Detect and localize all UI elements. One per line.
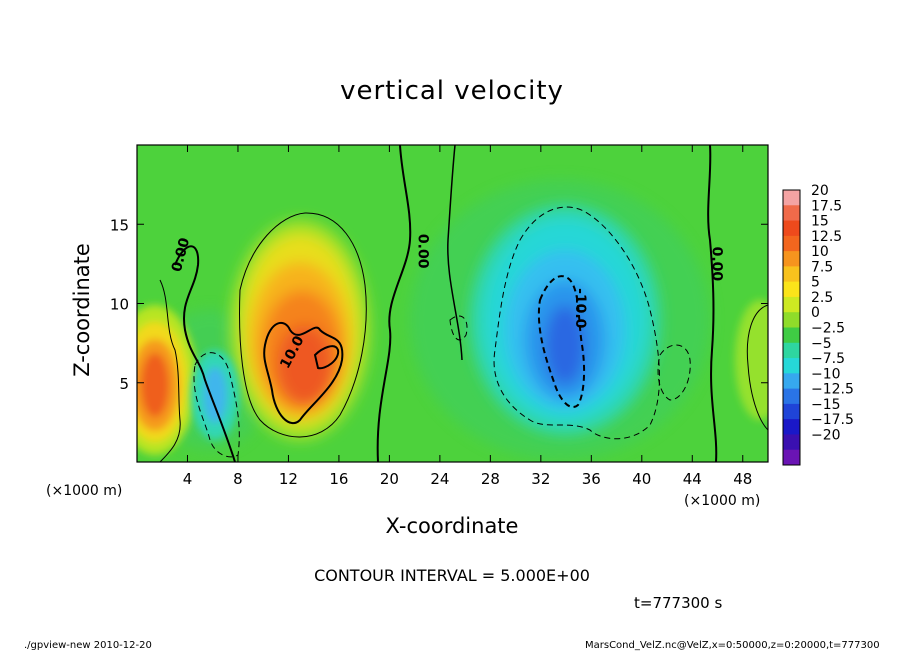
colorbar-swatch — [783, 358, 800, 374]
colorbar-level-label: −17.5 — [811, 412, 854, 428]
x-tick-label: 8 — [233, 470, 243, 488]
colorbar: 2017.51512.5107.552.50−2.5−5−7.5−10−12.5… — [782, 183, 854, 466]
colorbar-swatch — [783, 327, 800, 344]
colorbar-swatch — [783, 419, 800, 435]
time-label: t=777300 s — [634, 594, 723, 612]
x-tick-label: 44 — [683, 470, 702, 488]
colorbar-level-label: 10 — [811, 244, 829, 260]
contour-label: 0.00 — [169, 236, 193, 274]
x-tick-label: 36 — [582, 470, 601, 488]
colorbar-swatch — [783, 220, 800, 237]
colorbar-level-label: −10 — [811, 366, 841, 382]
colorbar-level-label: 12.5 — [811, 229, 842, 245]
colorbar-swatch — [783, 403, 800, 420]
colorbar-swatch — [783, 449, 800, 466]
x-tick-label: 20 — [380, 470, 399, 488]
colorbar-swatch — [783, 235, 800, 252]
colorbar-swatch — [783, 296, 800, 313]
plot-frame — [136, 144, 769, 463]
contour-label: 10.0 — [277, 333, 307, 371]
colorbar-level-label: 5 — [811, 275, 820, 291]
contour-label: 0.00 — [708, 247, 724, 282]
colorbar-swatch — [783, 266, 800, 283]
x-tick-label: 28 — [481, 470, 500, 488]
colorbar-level-label: −20 — [811, 427, 841, 443]
colorbar-swatch — [783, 190, 800, 206]
colorbar-swatch — [783, 205, 800, 222]
colorbar-level-label: 17.5 — [811, 198, 842, 214]
x-tick-label: 4 — [183, 470, 193, 488]
x-tick-label: 24 — [430, 470, 449, 488]
footer-right: MarsCond_VelZ.nc@VelZ,x=0:50000,z=0:2000… — [585, 640, 880, 651]
x-tick-label: 12 — [279, 470, 298, 488]
colorbar-level-label: −2.5 — [811, 321, 845, 337]
colorbar-level-label: −15 — [811, 397, 841, 413]
colorbar-swatch — [783, 434, 800, 451]
x-tick-label: 16 — [329, 470, 348, 488]
x-axis-label: X-coordinate — [385, 514, 519, 538]
colorbar-level-label: 20 — [811, 183, 829, 199]
y-axis-label: Z-coordinate — [70, 243, 94, 377]
colorbar-frame — [782, 189, 801, 466]
x-tick-label: 48 — [733, 470, 752, 488]
colorbar-level-label: 0 — [811, 305, 820, 321]
colorbar-level-label: 7.5 — [811, 259, 833, 275]
colorbar-level-label: 15 — [811, 214, 829, 230]
colorbar-level-label: −12.5 — [811, 382, 854, 398]
x-unit-label-right: (×1000 m) — [684, 493, 761, 509]
contour-labels: 0.00 0.00 0.00 10.0 -10.0 — [169, 234, 725, 371]
colorbar-swatch — [783, 312, 800, 328]
dashed-contours — [193, 206, 691, 458]
contour-interval-note: CONTOUR INTERVAL = 5.000E+00 — [314, 566, 590, 585]
contour-label: -10.0 — [572, 288, 588, 329]
footer-left: ./gpview-new 2010-12-20 — [24, 640, 152, 651]
contour-lines — [159, 145, 768, 462]
colorbar-level-label: 2.5 — [811, 290, 833, 306]
heatmap-field — [137, 145, 768, 462]
colorbar-level-label: −7.5 — [811, 351, 845, 367]
x-tick-label: 40 — [632, 470, 651, 488]
colorbar-swatch — [783, 342, 800, 359]
y-tick-label: 15 — [110, 216, 129, 234]
colorbar-swatch — [783, 251, 800, 267]
colorbar-swatch — [783, 281, 800, 298]
x-unit-label-left: (×1000 m) — [46, 483, 123, 499]
colorbar-swatch — [783, 373, 800, 390]
contour-label: 0.00 — [414, 234, 430, 269]
colorbar-swatch — [783, 388, 800, 405]
y-tick-label: 5 — [119, 375, 129, 393]
x-tick-label: 32 — [531, 470, 550, 488]
colorbar-level-label: −5 — [811, 336, 832, 352]
y-tick-label: 10 — [110, 296, 129, 314]
chart-title: vertical velocity — [340, 76, 564, 106]
